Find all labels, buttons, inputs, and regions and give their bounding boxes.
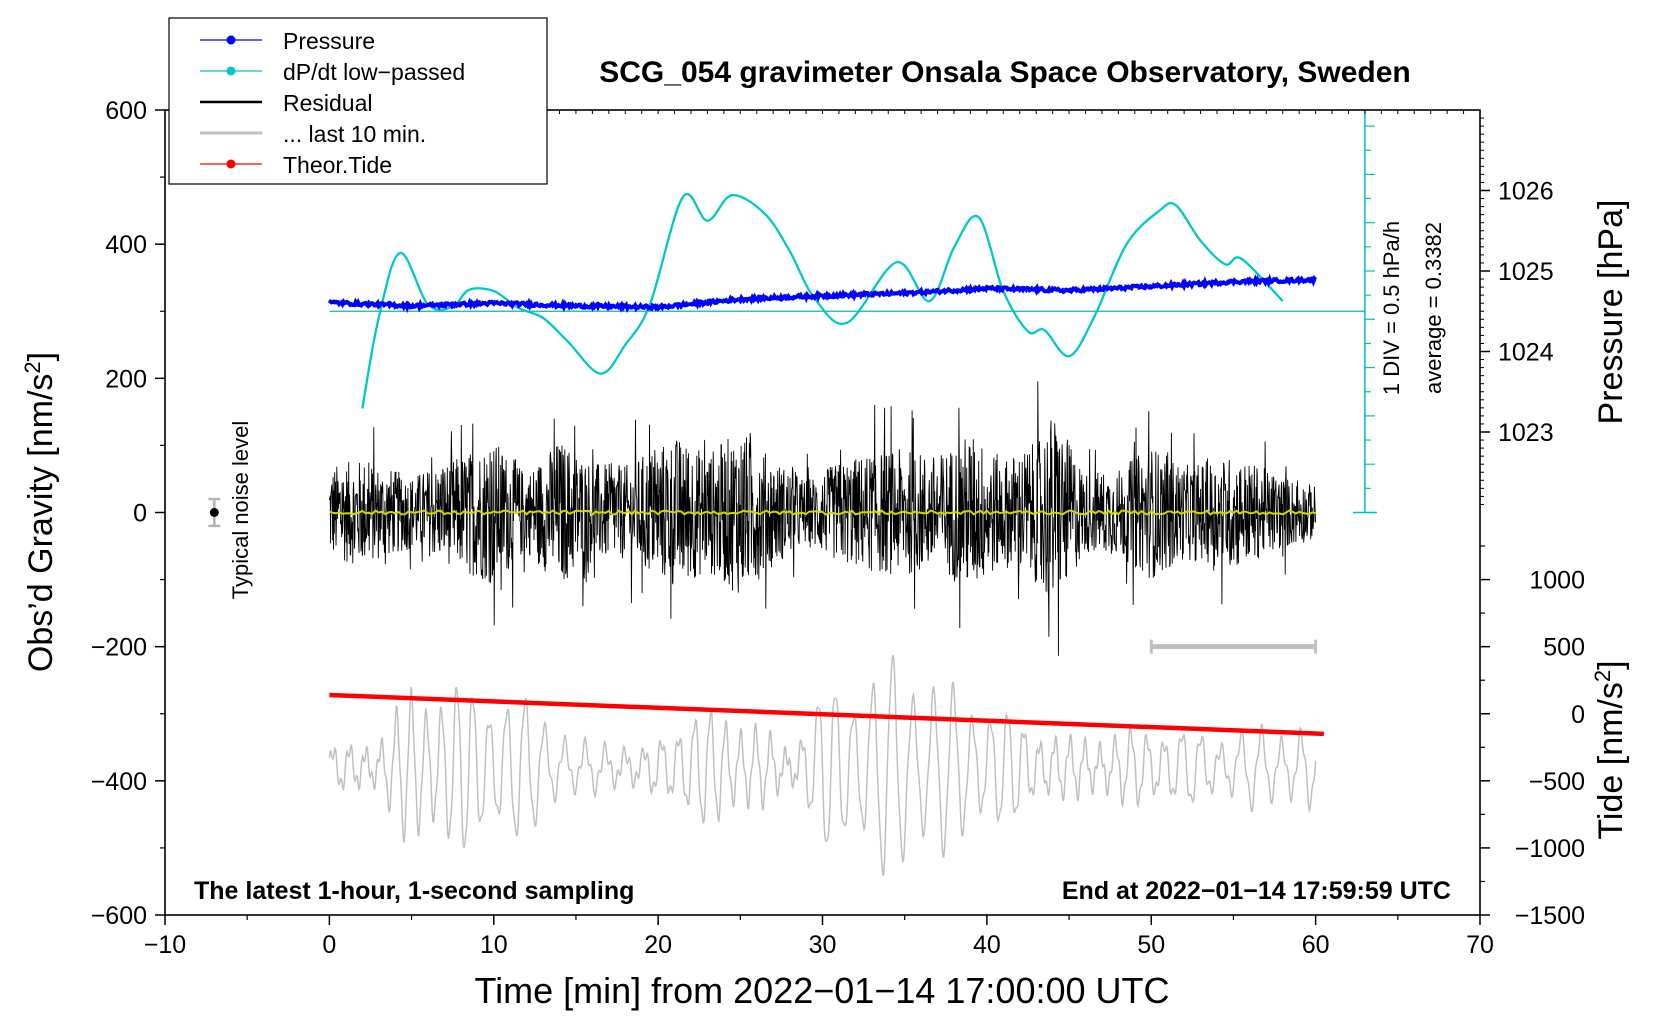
plot-layer bbox=[208, 110, 1377, 876]
x-tick-label: 60 bbox=[1302, 931, 1330, 959]
legend-label-pressure: Pressure bbox=[283, 28, 375, 54]
legend: Pressure dP/dt low−passed Residual ... l… bbox=[168, 17, 548, 185]
y-axis-label-close: ] bbox=[22, 352, 60, 361]
x-tick-label: 30 bbox=[809, 931, 837, 959]
dpdt-trace bbox=[361, 193, 1284, 409]
footer-right-text: End at 2022−01−14 17:59:59 UTC bbox=[1062, 877, 1451, 905]
y-tick-label: −600 bbox=[91, 902, 147, 930]
tide-tick-label: −1000 bbox=[1515, 835, 1585, 863]
tide-axis-label-main: Tide [nm/s bbox=[1592, 682, 1630, 839]
tide-axis-label-close: ] bbox=[1592, 660, 1630, 669]
y-axis-label: Obs’d Gravity [nm/s2] bbox=[20, 352, 60, 672]
legend-label-tide: Theor.Tide bbox=[283, 152, 392, 178]
residual-trace bbox=[328, 381, 1317, 656]
x-tick-label: 70 bbox=[1466, 931, 1494, 959]
legend-label-residual: Residual bbox=[283, 90, 373, 116]
pressure-tick-label: 1024 bbox=[1498, 338, 1554, 366]
pressure-axis-label: Pressure [hPa] bbox=[1592, 200, 1630, 425]
ticks-layer: −600 −400 −200 0 200 400 600 −10 0 10 20 30 40 50 60 70… bbox=[91, 97, 1585, 959]
x-tick-label: 0 bbox=[322, 931, 336, 959]
x-tick-label: 50 bbox=[1137, 931, 1165, 959]
x-tick-label: 40 bbox=[973, 931, 1001, 959]
legend-label-dpdt: dP/dt low−passed bbox=[283, 59, 465, 85]
pressure-trace bbox=[327, 273, 1318, 314]
y-tick-label: 600 bbox=[105, 97, 147, 125]
y-axis-label-sup: 2 bbox=[20, 361, 45, 373]
residual-lowpass-trace bbox=[329, 509, 1316, 516]
x-tick-label: 20 bbox=[644, 931, 672, 959]
dpdt-scale-label: 1 DIV = 0.5 hPa/h bbox=[1379, 221, 1404, 395]
pressure-tick-label: 1026 bbox=[1498, 177, 1554, 205]
y-tick-label: −400 bbox=[91, 768, 147, 796]
legend-swatch-marker bbox=[226, 35, 236, 45]
x-tick-label: 10 bbox=[480, 931, 508, 959]
y-axis-label-main: Obs’d Gravity [nm/s bbox=[22, 374, 60, 673]
plot-frame bbox=[164, 109, 1481, 916]
pressure-tick-label: 1023 bbox=[1498, 419, 1554, 447]
chart-title: SCG_054 gravimeter Onsala Space Observat… bbox=[599, 56, 1411, 89]
y-tick-label: 400 bbox=[105, 231, 147, 259]
legend-swatch-marker bbox=[226, 66, 236, 76]
y-tick-label: 0 bbox=[133, 500, 147, 528]
legend-swatch-marker bbox=[226, 159, 236, 169]
tide-tick-label: −1500 bbox=[1515, 902, 1585, 930]
y-tick-label: 200 bbox=[105, 365, 147, 393]
tide-axis-label-sup: 2 bbox=[1590, 670, 1615, 682]
x-tick-label: −10 bbox=[144, 931, 186, 959]
last10-trace bbox=[328, 654, 1317, 876]
pressure-tick-label: 1025 bbox=[1498, 258, 1554, 286]
x-axis-label: Time [min] from 2022−01−14 17:00:00 UTC bbox=[474, 970, 1169, 1011]
tide-tick-label: 0 bbox=[1571, 701, 1585, 729]
dpdt-average-label: average = 0.3382 bbox=[1421, 222, 1446, 394]
tide-axis-label: Tide [nm/s2] bbox=[1590, 660, 1630, 839]
noise-point bbox=[209, 508, 219, 517]
legend-label-last10: ... last 10 min. bbox=[283, 121, 426, 147]
tide-tick-label: 500 bbox=[1543, 634, 1585, 662]
tide-tick-label: 1000 bbox=[1529, 567, 1585, 595]
y-tick-label: −200 bbox=[91, 634, 147, 662]
legend-swatches bbox=[200, 35, 262, 169]
footer-left-text: The latest 1-hour, 1-second sampling bbox=[194, 877, 634, 905]
noise-level-label: Typical noise level bbox=[228, 421, 253, 600]
tide-trace bbox=[329, 692, 1324, 737]
tide-tick-label: −500 bbox=[1529, 768, 1585, 796]
